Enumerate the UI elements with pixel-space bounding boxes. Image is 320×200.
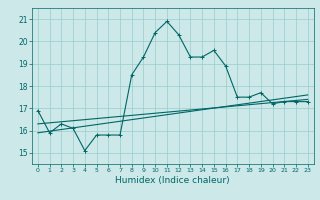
X-axis label: Humidex (Indice chaleur): Humidex (Indice chaleur) (116, 176, 230, 185)
